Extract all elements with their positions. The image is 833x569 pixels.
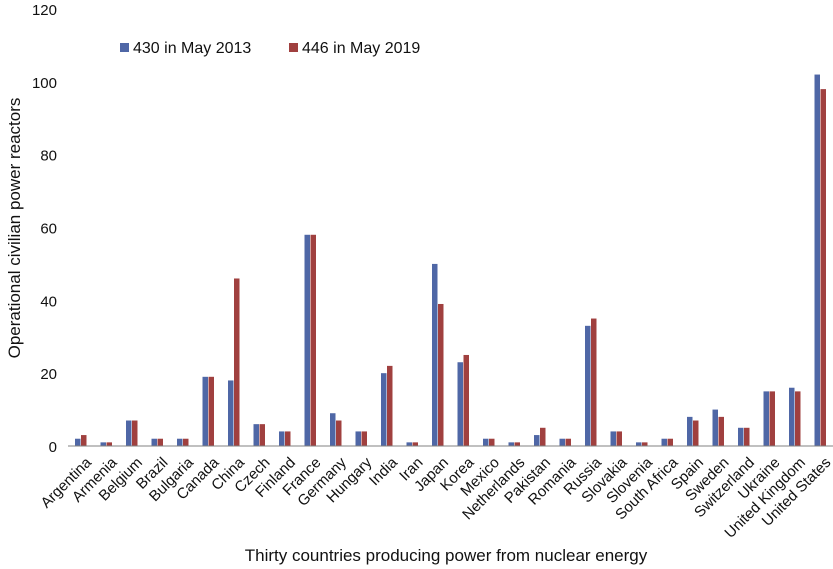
bar-romania-2013 <box>559 438 565 446</box>
bar-japan-2013 <box>432 263 438 446</box>
bar-argentina-2019 <box>81 435 87 446</box>
bar-netherlands-2019 <box>514 442 520 446</box>
y-tick-label: 100 <box>32 75 57 92</box>
bar-belgium-2013 <box>126 420 132 446</box>
bar-belgium-2019 <box>132 420 138 446</box>
bar-united-states-2019 <box>820 89 826 447</box>
bar-india-2019 <box>387 365 393 446</box>
bar-sweden-2013 <box>712 409 718 446</box>
bar-slovakia-2013 <box>610 431 616 446</box>
legend-swatch-2013 <box>120 43 129 52</box>
bar-brazil-2013 <box>151 438 157 446</box>
bar-brazil-2019 <box>157 438 163 446</box>
bar-korea-2019 <box>463 354 469 446</box>
bar-hungary-2013 <box>355 431 361 446</box>
y-tick-label: 120 <box>32 2 57 19</box>
bar-germany-2013 <box>330 413 336 446</box>
bar-ukraine-2013 <box>763 391 769 447</box>
y-tick-label: 80 <box>40 148 57 165</box>
bar-united-states-2013 <box>814 74 820 447</box>
bar-united-kingdom-2013 <box>789 387 795 446</box>
bar-bulgaria-2019 <box>183 438 189 446</box>
bar-hungary-2019 <box>361 431 367 446</box>
bar-pakistan-2019 <box>540 427 546 446</box>
bar-slovakia-2019 <box>616 431 622 446</box>
bar-france-2019 <box>310 234 316 446</box>
bar-romania-2019 <box>565 438 571 446</box>
bar-china-2013 <box>228 380 234 446</box>
bar-finland-2019 <box>285 431 291 446</box>
bar-russia-2019 <box>591 318 597 446</box>
bar-czech-2019 <box>259 424 265 446</box>
bar-spain-2019 <box>693 420 699 446</box>
bar-france-2013 <box>304 234 310 446</box>
bar-south-africa-2013 <box>661 438 667 446</box>
bar-japan-2019 <box>438 303 444 446</box>
bar-sweden-2019 <box>718 416 724 446</box>
bar-armenia-2019 <box>106 442 112 446</box>
bar-south-africa-2019 <box>667 438 673 446</box>
y-tick-label: 40 <box>40 293 57 310</box>
bar-canada-2019 <box>208 376 214 446</box>
bar-switzerland-2019 <box>744 427 750 446</box>
y-tick-label: 0 <box>49 439 57 456</box>
bar-pakistan-2013 <box>534 435 540 446</box>
bar-mexico-2013 <box>483 438 489 446</box>
y-tick-label: 20 <box>40 366 57 383</box>
y-tick-label: 60 <box>40 221 57 238</box>
y-tick-labels: 0 20 40 60 80 100 120 <box>32 2 57 456</box>
bar-ukraine-2019 <box>769 391 775 447</box>
bar-canada-2013 <box>202 376 208 446</box>
bars-layer <box>75 74 826 447</box>
bar-slovenia-2019 <box>642 442 648 446</box>
bar-czech-2013 <box>253 424 259 446</box>
bar-iran-2013 <box>406 442 412 446</box>
legend-label-2019: 446 in May 2019 <box>302 40 420 57</box>
x-tick-labels: ArgentinaArmeniaBelgiumBrazilBulgariaCan… <box>38 454 833 542</box>
bar-bulgaria-2013 <box>177 438 183 446</box>
bar-armenia-2013 <box>100 442 106 446</box>
bar-finland-2013 <box>279 431 285 446</box>
bar-slovenia-2013 <box>636 442 642 446</box>
bar-mexico-2019 <box>489 438 495 446</box>
bar-germany-2019 <box>336 420 342 446</box>
bar-united-kingdom-2019 <box>795 391 801 447</box>
bar-russia-2013 <box>585 325 591 446</box>
bar-switzerland-2013 <box>738 427 744 446</box>
legend-swatch-2019 <box>289 43 298 52</box>
bar-spain-2013 <box>687 416 693 446</box>
y-axis-title: Operational civilian power reactors <box>5 98 24 359</box>
legend-label-2013: 430 in May 2013 <box>133 40 251 57</box>
bar-iran-2019 <box>412 442 418 446</box>
bar-netherlands-2013 <box>508 442 514 446</box>
bar-china-2019 <box>234 278 240 446</box>
bar-argentina-2013 <box>75 438 81 446</box>
bar-india-2013 <box>381 373 387 446</box>
x-axis-title: Thirty countries producing power from nu… <box>245 546 648 565</box>
bar-korea-2013 <box>457 362 463 446</box>
legend: 430 in May 2013 446 in May 2019 <box>120 40 420 57</box>
